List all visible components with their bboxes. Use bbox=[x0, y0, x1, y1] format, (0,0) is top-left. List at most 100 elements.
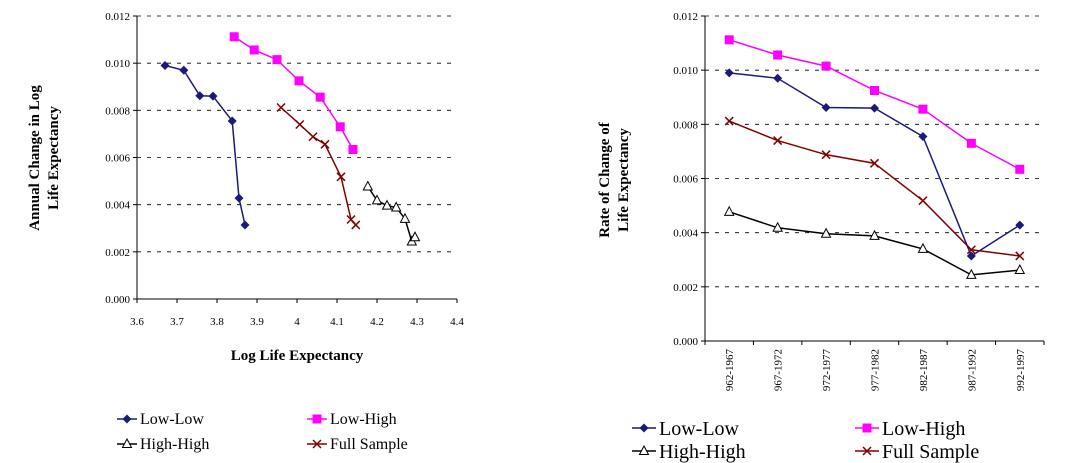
legend-marker bbox=[862, 446, 872, 456]
data-point bbox=[772, 221, 783, 232]
x-tick-label: 967-1972 bbox=[773, 349, 785, 391]
y-axis-title: Annual Change in Log Life Expectancy bbox=[27, 85, 62, 231]
y-axis-title: Rate of Change of Life Expectancy bbox=[597, 121, 632, 237]
legend-marker bbox=[312, 439, 322, 449]
x-tick-label: 4 bbox=[294, 316, 300, 328]
data-point bbox=[399, 212, 411, 223]
legend-label: Low-Low bbox=[659, 418, 740, 440]
data-point bbox=[195, 91, 205, 101]
legend-label: Low-High bbox=[330, 411, 397, 428]
data-point bbox=[820, 227, 832, 238]
x-tick-label: 4.2 bbox=[370, 316, 384, 328]
data-point bbox=[348, 144, 358, 154]
data-point bbox=[869, 229, 880, 240]
legend-marker bbox=[312, 414, 322, 424]
left-chart: 0.000 0.002 0.004 0.006 0.008 0.010 0.012 3.6 3.… bbox=[27, 11, 464, 453]
data-point bbox=[773, 73, 783, 83]
data-point-stroke-b bbox=[773, 136, 783, 146]
data-point bbox=[320, 139, 330, 149]
data-point bbox=[966, 251, 976, 261]
y-tick-label: 0.008 bbox=[673, 119, 698, 131]
x-tick-label: 4.4 bbox=[450, 316, 464, 328]
y-axis-title-line-1: Rate of Change of bbox=[597, 121, 613, 237]
y-tick-label: 0.006 bbox=[673, 174, 698, 186]
series-line bbox=[728, 211, 1020, 276]
x-tick-label: 3.9 bbox=[250, 316, 264, 328]
legend-marker-stroke-b bbox=[312, 439, 322, 449]
data-point-stroke-b bbox=[966, 245, 976, 255]
data-point bbox=[1015, 251, 1025, 261]
y-axis-title-line-2: Life Expectancy bbox=[616, 128, 632, 232]
data-point bbox=[966, 268, 977, 279]
data-point-stroke-b bbox=[1015, 251, 1025, 261]
data-point bbox=[821, 103, 831, 113]
x-tick-label: 962-1967 bbox=[724, 349, 736, 392]
data-point bbox=[240, 220, 250, 230]
y-axis-title-line-1: Annual Change in Log bbox=[27, 85, 43, 231]
legend-label: Full Sample bbox=[882, 441, 979, 463]
x-tick-label: 992-1997 bbox=[1015, 349, 1027, 392]
x-tick-label: 972-1977 bbox=[821, 349, 833, 392]
data-point bbox=[723, 205, 735, 216]
x-tick-label: 3.7 bbox=[170, 316, 184, 328]
y-tick-label: 0.000 bbox=[673, 336, 698, 348]
legend-label: High-High bbox=[140, 436, 209, 453]
legend-marker bbox=[639, 423, 649, 433]
y-tick-label: 0.010 bbox=[673, 65, 698, 77]
y-axis-title-line-2: Life Expectancy bbox=[46, 106, 62, 210]
x-tick-label: 987-1992 bbox=[966, 349, 978, 391]
data-point bbox=[390, 201, 402, 212]
data-point-stroke-b bbox=[346, 214, 356, 225]
data-point bbox=[335, 122, 345, 132]
data-point bbox=[336, 172, 346, 182]
x-tick-label: 4.3 bbox=[410, 316, 424, 328]
data-point bbox=[294, 76, 304, 86]
data-point bbox=[1015, 220, 1025, 230]
x-tick-label: 4.1 bbox=[330, 316, 344, 328]
data-point bbox=[870, 85, 879, 95]
data-point bbox=[276, 102, 286, 113]
data-point bbox=[724, 116, 734, 126]
data-point bbox=[870, 103, 879, 113]
data-point bbox=[227, 116, 237, 126]
data-point bbox=[295, 119, 305, 130]
y-tick-label: 0.004 bbox=[105, 200, 130, 212]
data-point-stroke-b bbox=[308, 132, 318, 142]
data-point bbox=[362, 180, 374, 191]
data-point bbox=[821, 61, 831, 71]
data-point bbox=[234, 193, 244, 203]
data-point bbox=[308, 132, 318, 142]
data-point bbox=[160, 61, 170, 71]
data-point bbox=[208, 91, 218, 101]
data-point-stroke-b bbox=[336, 172, 346, 182]
legend-label: Full Sample bbox=[330, 436, 408, 453]
legend-label: High-High bbox=[659, 441, 746, 463]
legend-marker bbox=[638, 444, 650, 455]
series-line bbox=[729, 72, 1021, 258]
data-point bbox=[229, 32, 239, 42]
y-tick-label: 0.012 bbox=[105, 11, 130, 23]
data-point bbox=[724, 35, 734, 45]
y-tick-label: 0.006 bbox=[105, 153, 130, 165]
data-point bbox=[773, 136, 783, 146]
legend-marker bbox=[862, 423, 872, 433]
data-point bbox=[315, 92, 325, 102]
data-point bbox=[381, 199, 393, 210]
data-point bbox=[821, 150, 831, 160]
data-point bbox=[918, 196, 928, 206]
data-point-stroke-b bbox=[918, 196, 928, 206]
x-tick-label: 977-1982 bbox=[870, 349, 882, 391]
x-tick-label: 3.6 bbox=[130, 316, 144, 328]
data-point-stroke-b bbox=[869, 158, 880, 168]
data-point bbox=[773, 50, 783, 60]
data-point bbox=[409, 231, 421, 242]
data-point bbox=[179, 65, 189, 75]
y-tick-label: 0.002 bbox=[105, 247, 130, 259]
legend-label: Low-High bbox=[882, 418, 965, 440]
right-chart: 0.000 0.002 0.004 0.006 0.008 0.010 0.012 962-1… bbox=[597, 11, 1045, 463]
x-tick-label: 982-1987 bbox=[918, 349, 930, 392]
y-tick-label: 0.010 bbox=[105, 58, 130, 70]
data-point bbox=[869, 158, 880, 168]
data-point bbox=[272, 55, 282, 65]
